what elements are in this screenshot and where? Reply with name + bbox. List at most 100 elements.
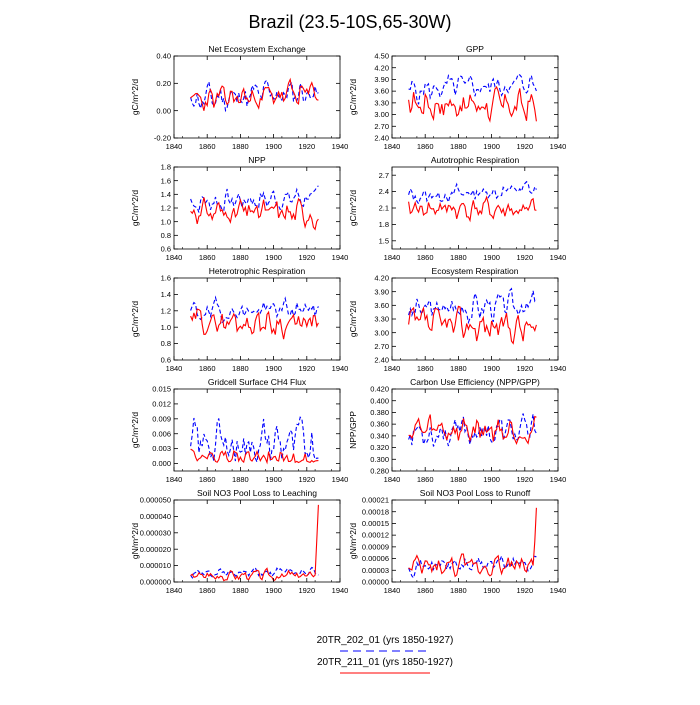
plot-frame [391,388,559,472]
y-axis-label: gN/m^2/d [130,523,140,559]
plot-frame [173,388,341,472]
x-tick-label: 1920 [516,475,533,484]
panel-title: Soil NO3 Pool Loss to Runoff [420,488,531,498]
x-tick-label: 1900 [265,142,282,151]
y-tick-label: 3.90 [374,75,389,84]
x-tick-label: 1940 [550,253,567,262]
y-tick-label: 0.300 [370,455,389,464]
y-tick-label: 2.40 [374,134,389,143]
y-tick-label: 1.8 [161,163,171,172]
x-tick-label: 1840 [166,142,183,151]
panel-6: Gridcell Surface CH4 Flux gC/m^2/d 1840 186… [130,377,348,484]
y-tick-label: 0.00018 [362,507,389,516]
y-tick-label: 1.4 [161,290,171,299]
x-tick-label: 1880 [450,253,467,262]
panel-0: Net Ecosystem Exchange gC/m^2/d 1840 1860 18… [130,44,348,151]
x-tick-label: 1860 [417,364,434,373]
y-tick-label: 0.360 [370,420,389,429]
legend-label-a: 20TR_202_01 (yrs 1850-1927) [317,635,454,646]
x-tick-label: 1880 [450,586,467,595]
x-tick-label: 1840 [384,253,401,262]
x-tick-label: 1840 [384,475,401,484]
x-tick-label: 1900 [265,253,282,262]
y-tick-label: 0.280 [370,467,389,476]
x-tick-label: 1900 [483,586,500,595]
series-line-a [190,566,319,580]
x-tick-label: 1840 [166,586,183,595]
y-tick-label: 0.000050 [140,496,171,505]
x-tick-label: 1860 [199,364,216,373]
y-tick-label: 3.90 [374,287,389,296]
y-tick-label: 1.6 [161,274,171,283]
series-line-a [408,287,537,325]
x-tick-label: 1900 [483,475,500,484]
y-tick-label: 2.4 [379,187,389,196]
x-tick-label: 1880 [232,142,249,151]
y-axis-label: gN/m^2/d [348,523,358,559]
y-tick-label: 0.00012 [362,531,389,540]
series-line-b [190,308,319,340]
panel-title: Soil NO3 Pool Loss to Leaching [197,488,317,498]
x-tick-label: 1940 [550,364,567,373]
series-line-a [190,295,319,324]
panel-title: Carbon Use Efficiency (NPP/GPP) [410,377,540,387]
y-tick-label: 2.70 [374,122,389,131]
y-tick-label: 0.8 [161,231,171,240]
x-tick-label: 1880 [232,475,249,484]
x-tick-label: 1920 [298,364,315,373]
series-line-b [408,507,537,578]
y-tick-label: 0.000 [152,459,171,468]
y-tick-label: 3.60 [374,301,389,310]
series-line-a [190,416,319,464]
x-tick-label: 1860 [417,586,434,595]
y-tick-label: 3.00 [374,328,389,337]
x-tick-label: 1920 [298,475,315,484]
y-axis-label: NPP/GPP [348,411,358,449]
x-tick-label: 1920 [516,586,533,595]
x-tick-label: 1920 [516,142,533,151]
y-tick-label: 0.380 [370,408,389,417]
x-tick-label: 1920 [298,142,315,151]
panel-2: NPP gC/m^2/d 1840 1860 1880 1900 1920 1940 0.6 0.… [130,155,348,262]
panel-8: Soil NO3 Pool Loss to Leaching gN/m^2/d 18… [130,488,348,595]
y-tick-label: 0.000030 [140,528,171,537]
figure-title: Brazil (23.5-10S,65-30W) [248,12,451,32]
panel-title: Net Ecosystem Exchange [208,44,306,54]
x-tick-label: 1880 [450,364,467,373]
panel-title: Autotrophic Respiration [431,155,520,165]
x-tick-label: 1840 [166,253,183,262]
y-tick-label: -0.20 [154,134,171,143]
y-tick-label: 0.006 [152,429,171,438]
y-tick-label: 0.003 [152,444,171,453]
panel-9: Soil NO3 Pool Loss to Runoff gN/m^2/d 1840… [348,488,566,595]
y-tick-label: 0.6 [161,356,171,365]
y-tick-label: 0.00006 [362,554,389,563]
y-tick-label: 2.40 [374,356,389,365]
y-tick-label: 0.000000 [140,578,171,587]
y-tick-label: 0.00000 [362,578,389,587]
panel-title: GPP [466,44,484,54]
plot-frame [173,55,341,139]
x-tick-label: 1940 [332,142,349,151]
series-line-b [190,197,319,231]
y-tick-label: 0.00009 [362,542,389,551]
x-tick-label: 1900 [265,364,282,373]
x-tick-label: 1860 [417,142,434,151]
y-tick-label: 1.8 [379,220,389,229]
y-tick-label: 0.00003 [362,566,389,575]
y-axis-label: gC/m^2/d [130,190,140,226]
x-tick-label: 1900 [265,586,282,595]
y-tick-label: 0.6 [161,245,171,254]
x-tick-label: 1900 [483,364,500,373]
y-tick-label: 1.0 [161,323,171,332]
x-tick-label: 1880 [232,586,249,595]
y-tick-label: 4.20 [374,63,389,72]
y-tick-label: 1.0 [161,217,171,226]
panels: Net Ecosystem Exchange gC/m^2/d 1840 1860 18… [130,44,566,595]
y-tick-label: 0.340 [370,431,389,440]
y-tick-label: 4.50 [374,52,389,61]
x-tick-label: 1840 [384,586,401,595]
panel-4: Heterotrophic Respiration gC/m^2/d 1840 186… [130,266,348,373]
